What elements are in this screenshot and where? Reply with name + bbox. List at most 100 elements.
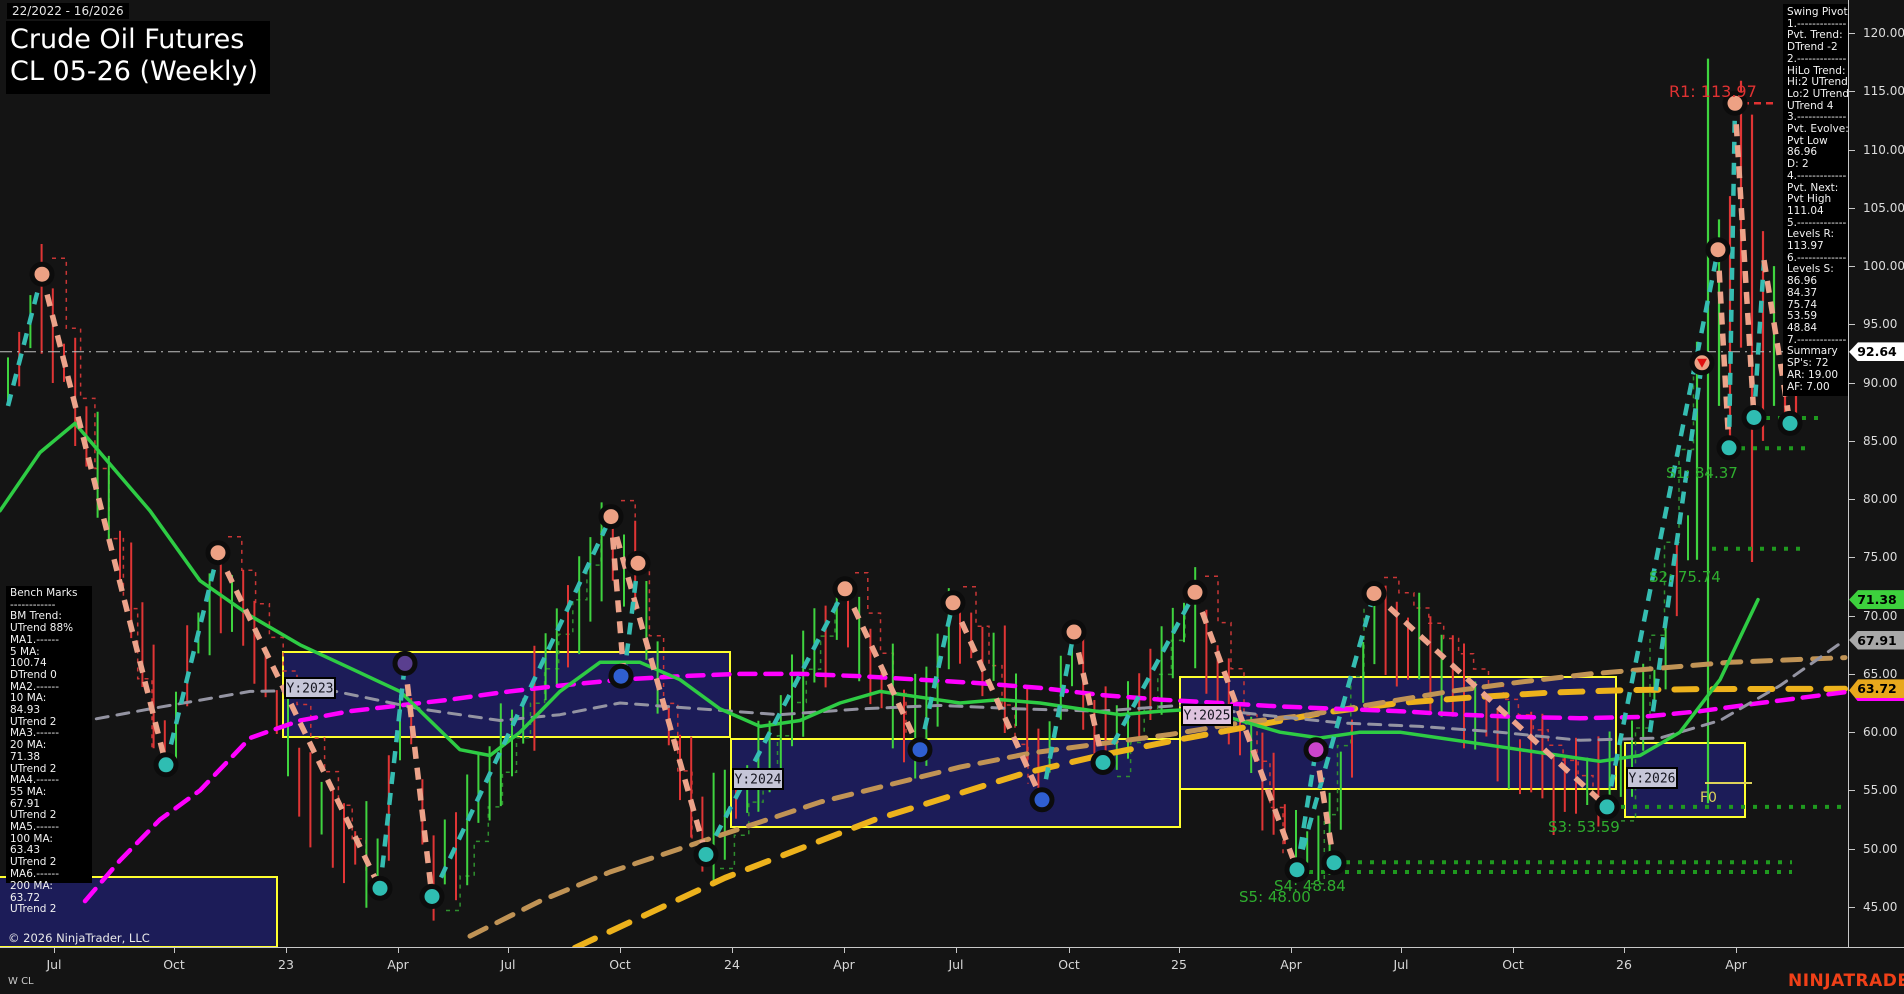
bench-marks-line: MA2.------ xyxy=(10,680,59,693)
pivot-dot-teal xyxy=(1777,410,1803,436)
swing-down-line xyxy=(39,273,169,766)
swing-down-line xyxy=(1732,103,1757,418)
trail-stop-down xyxy=(228,535,367,873)
pivot-dot-salmon xyxy=(598,504,624,530)
swing-pivots-line: 3.------------- xyxy=(1787,111,1847,124)
bench-marks-line: 200 MA: xyxy=(10,880,53,892)
swing-pivots-line: 6.------------- xyxy=(1787,251,1847,264)
time-tick-label: Oct xyxy=(163,957,185,972)
swing-pivots-line: D: 2 xyxy=(1787,158,1809,171)
bench-marks-line: MA4.------ xyxy=(10,774,59,787)
annotation-s4-48-84: S4: 48.84 xyxy=(1274,877,1346,895)
swing-pivots-line: Levels S: xyxy=(1787,263,1834,276)
year-box xyxy=(0,876,278,947)
swing-pivots-line: UTrend 4 xyxy=(1787,99,1834,112)
bench-marks-line: UTrend 2 xyxy=(10,856,57,869)
trail-stop-down xyxy=(1384,576,1594,791)
bench-marks-line: 71.38 xyxy=(10,750,41,763)
bench-marks-line: MA5.------ xyxy=(10,821,59,834)
price-tick-label: 100.00 xyxy=(1863,259,1904,274)
swing-up-line xyxy=(429,515,614,898)
swing-pivots-line: 111.04 xyxy=(1787,204,1824,217)
bench-marks-line: 100.74 xyxy=(10,657,47,670)
annotation-s1-84-37: S1: 84.37 xyxy=(1666,464,1738,482)
swing-down-line xyxy=(1071,631,1106,764)
price-tick-mark xyxy=(1849,906,1855,908)
bench-marks-line: MA6.------ xyxy=(10,867,59,880)
swing-down-line xyxy=(1313,749,1337,864)
price-tick-mark xyxy=(1849,266,1855,268)
price-tick-mark xyxy=(1849,790,1855,792)
swing-up-line xyxy=(1039,631,1077,801)
time-tick-mark xyxy=(398,948,399,953)
swing-pivots-line: 4.------------- xyxy=(1787,169,1847,182)
price-tick-label: 60.00 xyxy=(1863,725,1898,740)
swing-pivots-line: DTrend -2 xyxy=(1787,41,1838,54)
year-label-box xyxy=(284,677,336,699)
swing-up-line xyxy=(917,602,956,751)
time-axis[interactable]: Jul Oct 23 Apr Jul Oct 24 Apr Jul Oct 25 Apr Jul Oct 2… xyxy=(0,947,1904,994)
pivot-dot-blue xyxy=(907,737,933,763)
swing-down-line xyxy=(950,601,1045,801)
price-tick-mark xyxy=(1849,324,1855,326)
ma-line-55-ma-gray xyxy=(53,638,1847,742)
price-axis[interactable]: 120.00 115.00 110.00 105.00 100.00 95.00 90.00… xyxy=(1848,0,1904,947)
time-tick-label: 25 xyxy=(1171,957,1187,972)
price-marker-67.91: 67.91 xyxy=(1849,630,1904,650)
swing-up-line xyxy=(704,587,847,856)
price-tick-label: 90.00 xyxy=(1863,375,1898,390)
swing-down-line xyxy=(608,516,627,677)
price-tick-label: 65.00 xyxy=(1863,666,1898,681)
annotation-r1-113-97: R1: 113.97 xyxy=(1669,82,1757,101)
price-tick-mark xyxy=(1849,732,1855,734)
pivot-dot-teal xyxy=(367,875,393,901)
price-tick-mark xyxy=(1849,33,1855,34)
pivot-dot-salmon xyxy=(1361,581,1387,606)
price-tick-label: 80.00 xyxy=(1863,492,1898,507)
pivot-dot-magenta xyxy=(1303,737,1329,763)
price-chart[interactable]: Y:2023 Y:2024 Y:2025 Y:2026 R1: 113.97 S1: 84… xyxy=(0,0,1848,947)
trail-stop-up xyxy=(720,602,836,870)
time-tick-mark xyxy=(54,948,55,953)
swing-pivots-line: Pvt High xyxy=(1787,193,1832,206)
pivot-dot-teal xyxy=(1716,435,1742,461)
trail-stop-up xyxy=(1117,606,1186,778)
time-tick-mark xyxy=(956,948,957,953)
price-tick-label: 105.00 xyxy=(1863,200,1904,215)
time-tick-label: Oct xyxy=(609,957,631,972)
price-tick-label: 85.00 xyxy=(1863,433,1898,448)
time-tick-mark xyxy=(1624,948,1625,953)
swing-up-line xyxy=(163,552,221,766)
price-tick-mark xyxy=(1849,848,1855,850)
bench-marks-panel: Bench Marks ------------ BM Trend: UTrend 8… xyxy=(6,586,92,883)
bench-marks-line: MA3.------ xyxy=(10,727,59,740)
swing-pivots-line: 1.------------- xyxy=(1787,17,1847,30)
swing-pivots-line: 5.------------- xyxy=(1787,216,1847,229)
price-tick-mark xyxy=(1849,149,1855,151)
pivot-dot-salmon xyxy=(1722,90,1748,116)
swing-pivots-line: Levels R: xyxy=(1787,228,1835,241)
price-marker-63.72: 63.72 xyxy=(1849,679,1904,702)
time-tick-label: Apr xyxy=(387,957,409,972)
swing-pivots-line: 75.74 xyxy=(1787,298,1818,311)
price-marker-71.38: 71.38 xyxy=(1849,590,1904,610)
swing-pivots-line: Pvt Low xyxy=(1787,134,1828,147)
price-tick-mark xyxy=(1849,440,1855,442)
year-label-text: Y:2023 xyxy=(287,682,334,697)
swing-down-line xyxy=(1372,591,1609,809)
price-tick-mark xyxy=(1849,91,1855,93)
swing-pivots-line: 86.96 xyxy=(1787,146,1818,159)
instrument-label: W CL xyxy=(8,976,34,987)
ma-line-20-ma-green xyxy=(0,421,1760,764)
bench-marks-line: UTrend 2 xyxy=(10,762,57,775)
time-tick-mark xyxy=(286,948,287,953)
copyright: © 2026 NinjaTrader, LLC xyxy=(8,931,150,945)
bench-marks-line: ------------ xyxy=(10,598,56,611)
swing-pivots-line: 7.------------- xyxy=(1787,333,1847,346)
pivot-dot-blue xyxy=(608,663,634,689)
bench-marks-line: 67.91 xyxy=(10,797,41,810)
swing-pivots-line: Lo:2 UTrend xyxy=(1787,87,1850,100)
price-tick-label: 45.00 xyxy=(1863,899,1898,914)
price-tick-label: 120.00 xyxy=(1863,26,1904,40)
annotation-s2-75-74: S2: 75.74 xyxy=(1649,568,1721,586)
